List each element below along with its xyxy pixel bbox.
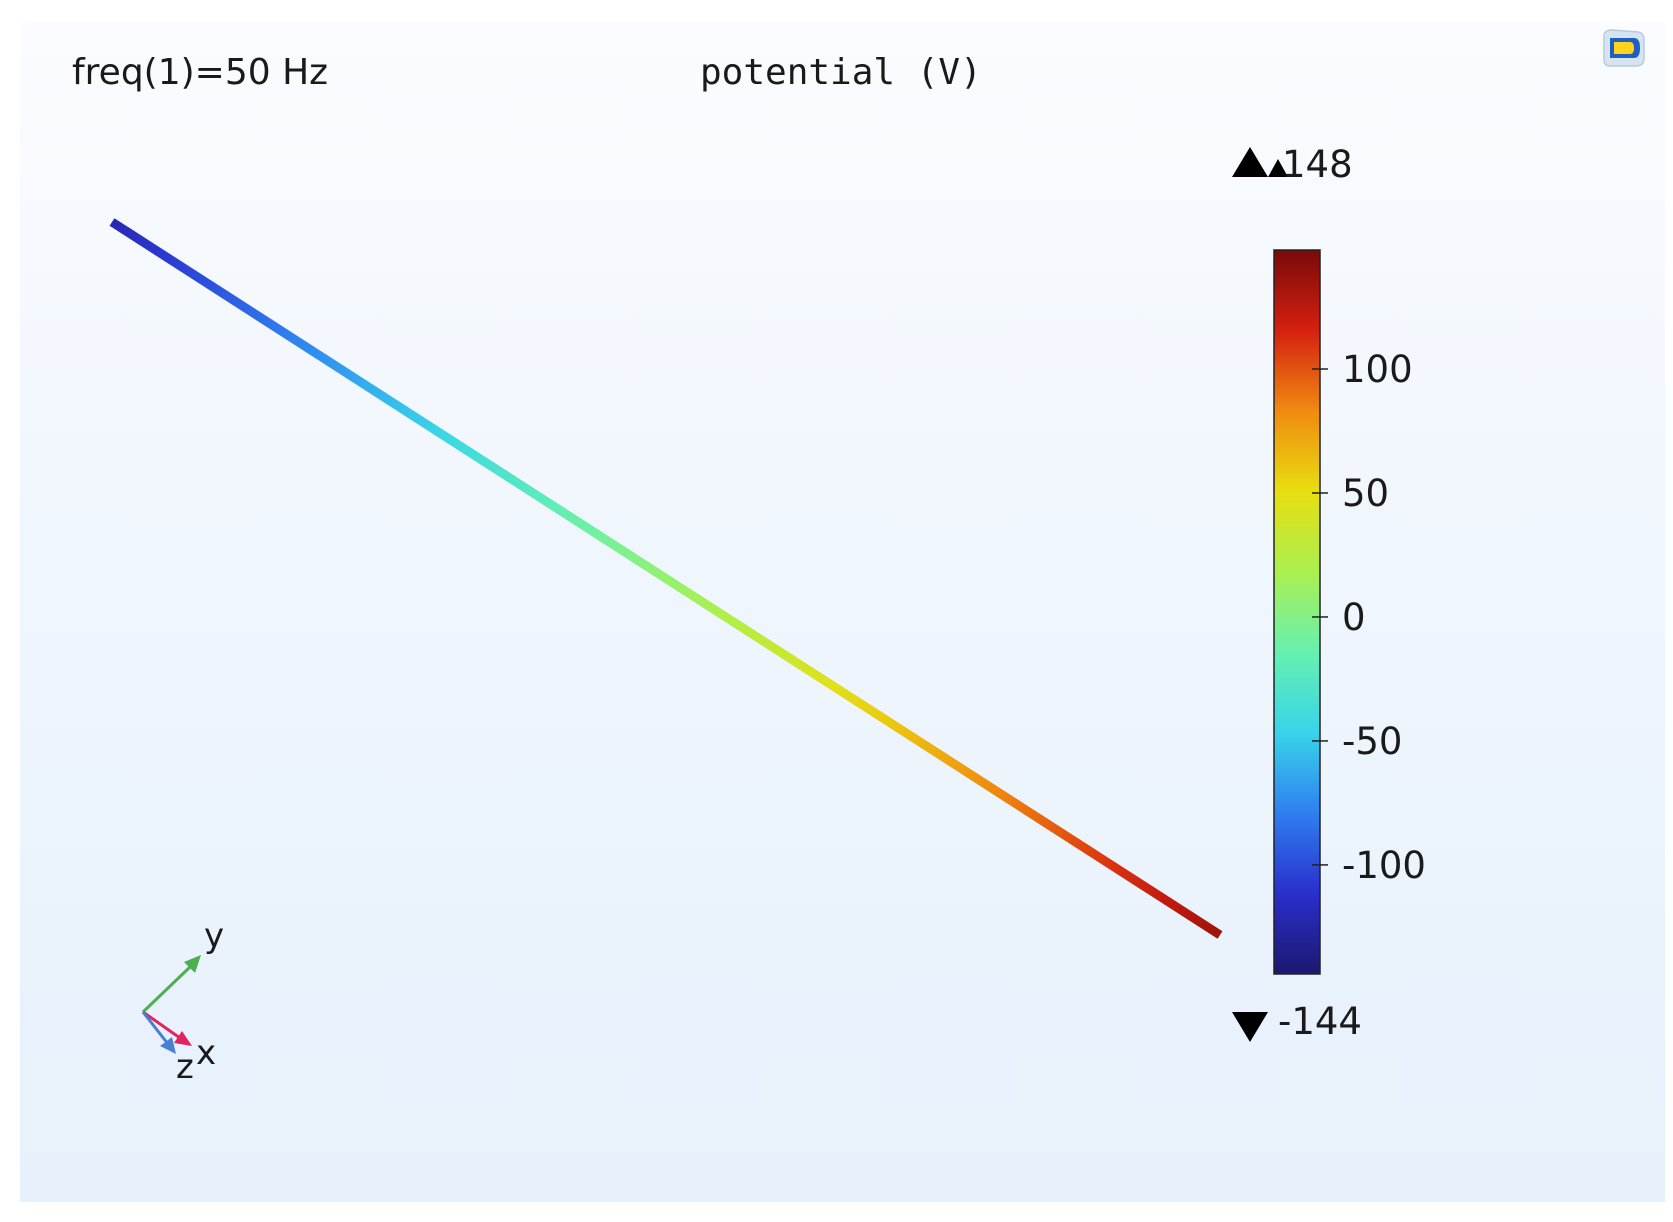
axis-triad: y x z [141, 916, 224, 1087]
comsol-logo-icon[interactable] [1598, 26, 1648, 70]
z-axis-arrowhead [160, 1037, 176, 1054]
y-axis-label: y [204, 916, 224, 956]
plot-scene: 148 100 50 0 -50 -100 -144 y x z [109, 143, 1426, 1087]
colorbar [1273, 249, 1321, 975]
min-arrow-icon [1232, 1012, 1268, 1042]
z-axis-arrow [141, 1011, 170, 1045]
colorbar-tick-label: 100 [1342, 348, 1413, 391]
y-axis-arrow [141, 965, 192, 1014]
colorbar-tick-label: 0 [1342, 596, 1366, 639]
colorbar-tick-label: -100 [1342, 844, 1426, 887]
z-axis-label: z [176, 1047, 194, 1087]
colorbar-max-label: 148 [1282, 143, 1353, 186]
plot-title: potential (V) [700, 52, 982, 93]
colorbar-tick-label: -50 [1342, 720, 1402, 763]
potential-line [109, 218, 1223, 939]
colorbar-min-label: -144 [1278, 1000, 1362, 1043]
max-arrow-icon [1268, 159, 1288, 177]
parameter-label: freq(1)=50 Hz [72, 52, 329, 93]
x-axis-label: x [196, 1033, 216, 1073]
x-axis-arrow [142, 1010, 181, 1040]
colorbar-tick-label: 50 [1342, 472, 1389, 515]
x-axis-arrowhead [174, 1031, 192, 1046]
graphics-viewport[interactable]: freq(1)=50 Hz potential (V) 148 100 50 0 -5… [20, 22, 1665, 1202]
color-legend: 148 100 50 0 -50 -100 -144 [1232, 143, 1426, 1043]
max-arrow-icon [1232, 147, 1268, 177]
y-axis-arrowhead [184, 955, 201, 973]
